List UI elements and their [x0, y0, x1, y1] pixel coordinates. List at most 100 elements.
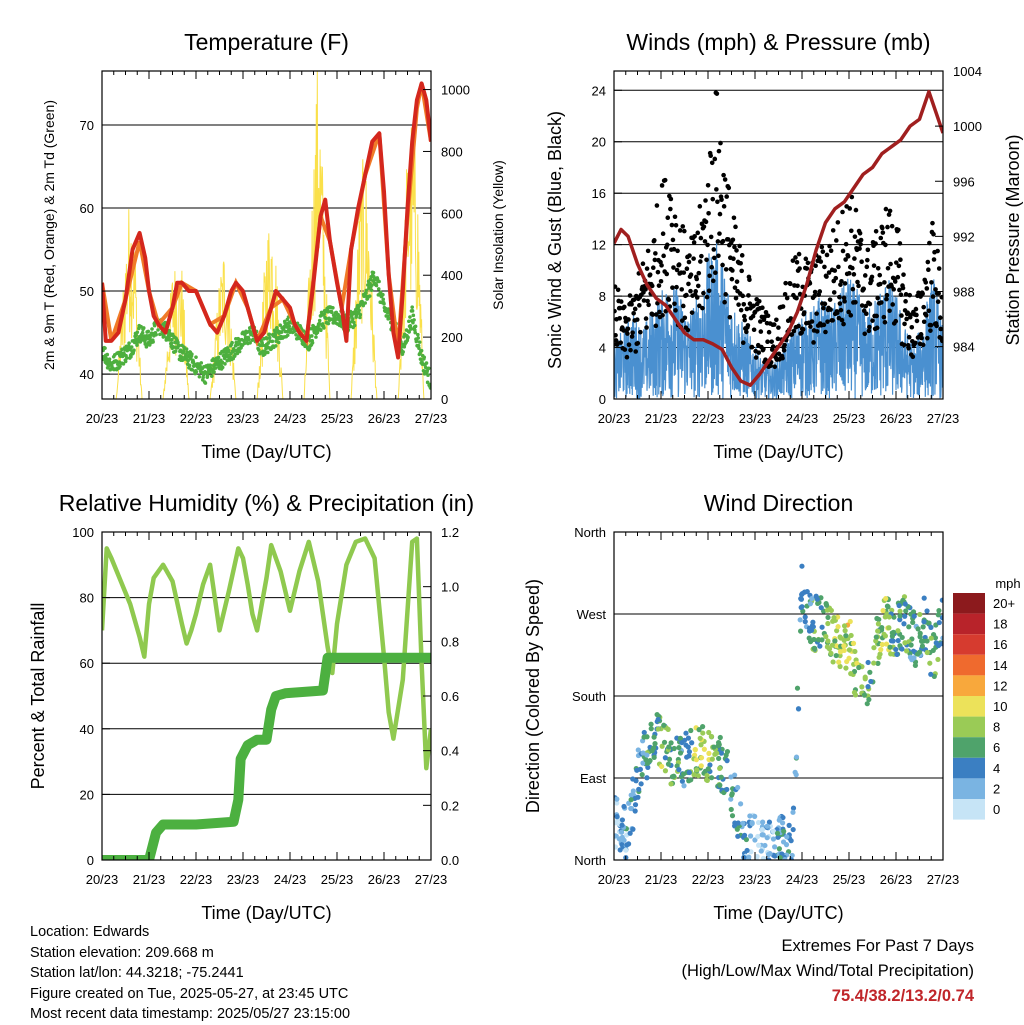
direction-point [698, 742, 704, 748]
dewpoint-point [201, 375, 205, 380]
direction-point [729, 813, 736, 819]
direction-point [632, 808, 638, 814]
direction-point [698, 755, 705, 761]
gust-point [714, 187, 719, 192]
direction-point [716, 755, 722, 762]
dewpoint-point [185, 350, 189, 355]
gust-point [796, 323, 801, 329]
gust-point [900, 285, 906, 291]
gust-point [694, 276, 700, 282]
gust-point [686, 259, 692, 265]
direction-point [834, 628, 840, 634]
gust-point [632, 306, 638, 312]
dewpoint-point [212, 370, 216, 374]
gust-point [931, 257, 937, 262]
gust-point [805, 260, 811, 266]
gust-point [747, 277, 752, 283]
gust-point [726, 185, 732, 191]
direction-point [688, 727, 694, 734]
gust-point [751, 303, 756, 309]
direction-point [927, 660, 933, 666]
gust-point [669, 222, 675, 228]
direction-point [762, 842, 768, 849]
dewpoint-point [406, 335, 410, 340]
wind-series [614, 239, 943, 399]
gust-point [896, 227, 901, 233]
gust-point [668, 206, 673, 212]
dewpoint-point [410, 305, 415, 309]
direction-point [848, 632, 854, 639]
gust-point [910, 354, 916, 360]
gust-point [724, 194, 730, 199]
direction-point [802, 614, 808, 620]
gust-point [828, 248, 834, 253]
direction-point [915, 651, 921, 657]
gust-point [717, 211, 723, 217]
direction-point [709, 756, 715, 762]
dewpoint-point [331, 305, 335, 310]
direction-point [786, 822, 792, 828]
dewpoint-point [135, 343, 139, 347]
gust-point [877, 272, 883, 278]
direction-point [790, 805, 797, 811]
plot-area [102, 536, 431, 860]
gust-point [635, 340, 641, 346]
gust-point [739, 268, 744, 274]
direction-point [844, 658, 850, 665]
y-tick-label: West [577, 607, 607, 622]
gust-point [677, 228, 683, 233]
gust-point [666, 297, 672, 302]
gust-point [631, 297, 637, 302]
gust-point [652, 238, 657, 243]
gust-point [853, 207, 859, 213]
dewpoint-point [248, 340, 252, 345]
direction-point [661, 739, 668, 745]
gust-point [790, 258, 796, 263]
x-tick-label: 25/23 [833, 872, 866, 887]
gust-point [840, 209, 845, 215]
gust-point [717, 231, 722, 236]
gust-point [659, 263, 664, 268]
gust-point [686, 281, 691, 287]
gust-point [853, 299, 858, 305]
gust-point [688, 288, 693, 294]
direction-point [843, 633, 849, 639]
direction-point [683, 730, 689, 736]
gust-point [869, 278, 874, 283]
gust-point [873, 228, 879, 234]
dewpoint-point [242, 341, 247, 346]
dewpoint-point [402, 344, 407, 349]
direction-point [740, 820, 746, 826]
gust-point [836, 264, 841, 270]
gust-point [738, 260, 743, 266]
gust-point [936, 266, 942, 271]
dewpoint-point [364, 288, 369, 293]
dewpoint-point [276, 340, 281, 345]
gust-point [811, 340, 816, 345]
direction-point [645, 764, 651, 771]
y-right-tick-label: 1.0 [441, 580, 459, 595]
direction-point [939, 615, 943, 621]
gust-point [882, 319, 888, 325]
direction-point [636, 786, 642, 792]
gust-point [771, 322, 777, 327]
x-tick-label: 24/23 [786, 411, 819, 426]
gust-point [897, 241, 903, 246]
direction-point [661, 722, 667, 728]
gust-point [867, 301, 873, 307]
gust-point [681, 270, 687, 275]
direction-point [735, 820, 741, 826]
gust-point [672, 301, 677, 307]
dewpoint-point [176, 340, 180, 345]
gust-point [857, 230, 863, 236]
gust-point [886, 212, 892, 217]
dewpoint-point [247, 337, 251, 342]
dewpoint-point [285, 333, 290, 338]
direction-point [780, 839, 787, 845]
x-tick-label: 22/23 [180, 872, 213, 887]
dewpoint-point [417, 340, 422, 344]
gust-point [664, 271, 670, 277]
gust-point [629, 334, 635, 339]
direction-point [700, 730, 706, 736]
